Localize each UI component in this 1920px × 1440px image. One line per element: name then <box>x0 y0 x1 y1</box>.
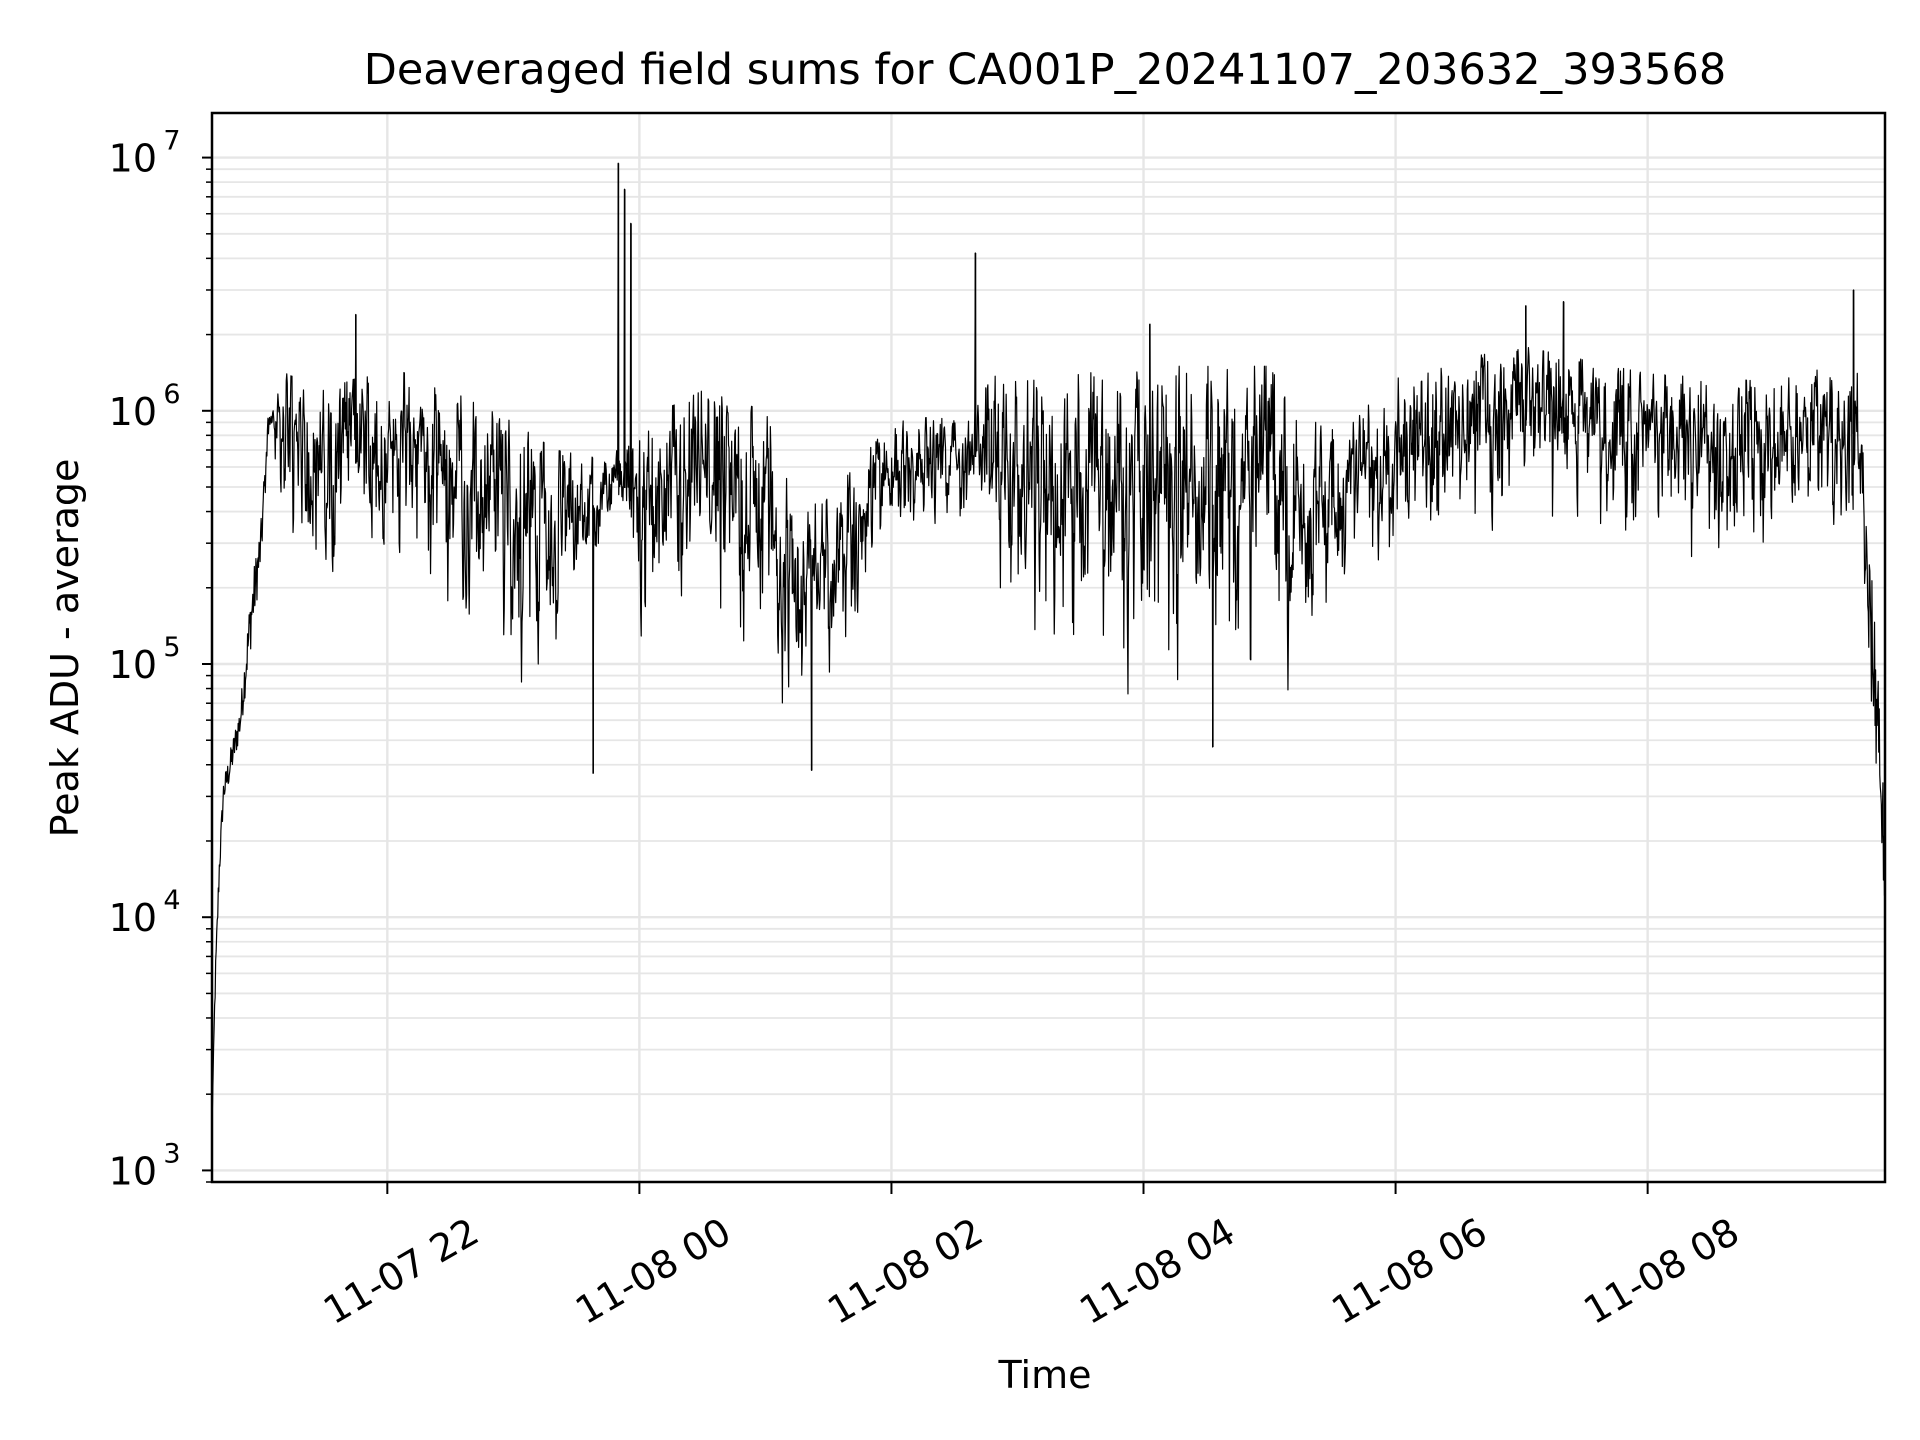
y-tick-label: 10 <box>109 1149 157 1193</box>
y-tick-base: 10 <box>109 1149 157 1193</box>
chart-title: Deaveraged field sums for CA001P_2024110… <box>364 45 1727 95</box>
y-tick-exponent: 7 <box>163 126 180 157</box>
y-tick-label: 10 <box>109 137 157 181</box>
data-series <box>211 162 1886 1126</box>
grid-lines <box>212 113 1885 1183</box>
y-tick-exponent: 3 <box>163 1138 180 1169</box>
plot-frame <box>210 111 1887 1184</box>
y-tick-label: 10 <box>109 643 157 687</box>
series-line <box>211 162 1886 1126</box>
y-axis-label: Peak ADU - average <box>43 459 87 838</box>
y-tick-base: 10 <box>109 643 157 687</box>
y-tick-exponent: 4 <box>163 885 180 916</box>
x-axis-label: Time <box>998 1353 1092 1397</box>
y-tick-label: 10 <box>109 390 157 434</box>
y-tick-exponent: 5 <box>163 632 180 663</box>
y-tick-base: 10 <box>109 390 157 434</box>
y-tick-base: 10 <box>109 896 157 940</box>
y-tick-label: 10 <box>109 896 157 940</box>
y-tick-base: 10 <box>109 137 157 181</box>
y-tick-exponent: 6 <box>163 379 180 410</box>
